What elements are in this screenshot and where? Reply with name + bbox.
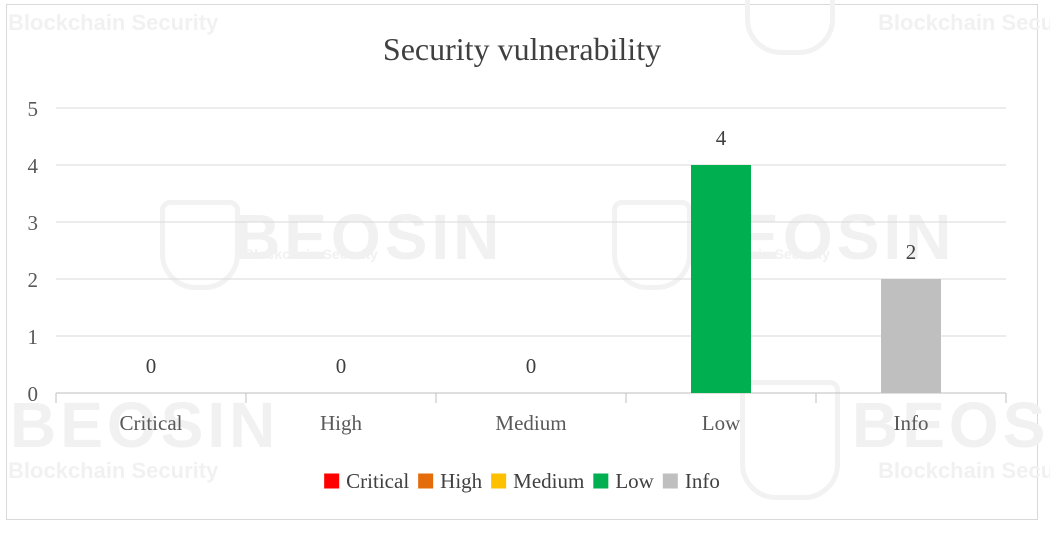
legend-swatch — [324, 473, 340, 489]
y-tick-label: 2 — [28, 268, 39, 292]
x-tick-label: Medium — [495, 411, 566, 435]
legend-swatch — [491, 473, 507, 489]
x-tick-label: Critical — [120, 411, 183, 435]
bar-info — [881, 279, 941, 393]
y-tick-label: 0 — [28, 382, 39, 406]
y-tick-label: 1 — [28, 325, 39, 349]
bar-low — [691, 165, 751, 393]
data-label: 0 — [526, 354, 537, 378]
watermark-shield-icon — [745, 0, 835, 55]
legend-label: Medium — [513, 469, 584, 493]
watermark-shield-icon — [740, 380, 840, 500]
legend-swatch — [593, 473, 609, 489]
y-tick-label: 4 — [28, 154, 39, 178]
legend-swatch — [418, 473, 434, 489]
watermark-shield-icon — [160, 200, 240, 290]
chart-title: Security vulnerability — [383, 31, 661, 67]
legend-item-low: Low — [593, 469, 655, 493]
x-tick-label: High — [320, 411, 363, 435]
y-tick-label: 3 — [28, 211, 39, 235]
legend-label: Info — [685, 469, 720, 493]
data-label: 4 — [716, 126, 727, 150]
x-tick-label: Low — [702, 411, 741, 435]
legend-label: Critical — [346, 469, 409, 493]
legend-label: High — [440, 469, 483, 493]
x-tick-label: Info — [894, 411, 929, 435]
y-tick-label: 5 — [28, 97, 39, 121]
watermark-shield-icon — [612, 200, 692, 290]
data-label: 0 — [336, 354, 347, 378]
data-label: 0 — [146, 354, 157, 378]
legend-item-info: Info — [662, 469, 720, 493]
legend-swatch — [662, 473, 678, 489]
legend-item-critical: Critical — [324, 469, 409, 493]
legend-item-high: High — [418, 469, 483, 493]
legend-item-medium: Medium — [491, 469, 584, 493]
legend-label: Low — [615, 469, 654, 493]
data-label: 2 — [906, 240, 917, 264]
